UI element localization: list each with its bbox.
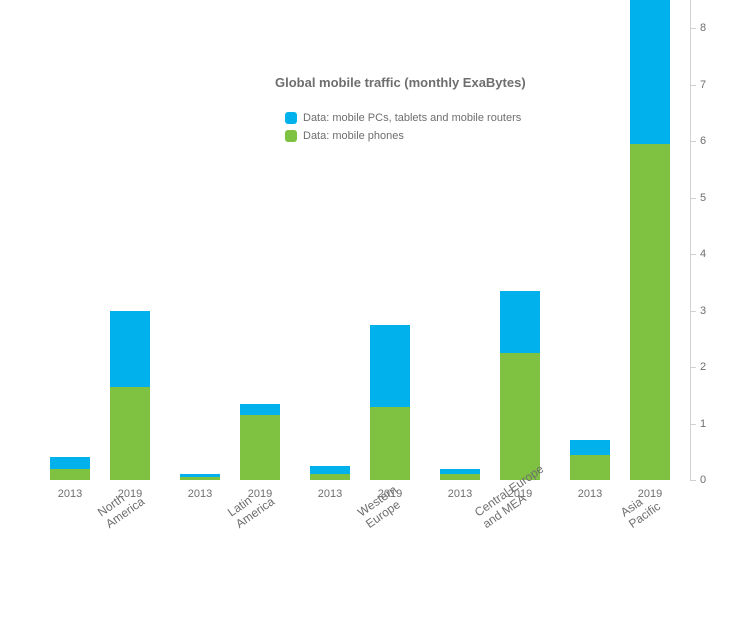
bar-segment-phones: [50, 469, 90, 480]
y-tick: [690, 480, 696, 481]
x-year-label: 2013: [180, 488, 220, 500]
y-tick: [690, 311, 696, 312]
x-year-label: 2013: [50, 488, 90, 500]
bar-segment-pcs-tablets-routers: [570, 440, 610, 454]
y-tick-label: 4: [700, 248, 724, 260]
bar-segment-phones: [370, 407, 410, 480]
bar-segment-phones: [570, 455, 610, 480]
bar-segment-phones: [500, 353, 540, 480]
bar-segment-pcs-tablets-routers: [110, 311, 150, 387]
y-tick-label: 6: [700, 135, 724, 147]
y-tick-label: 8: [700, 22, 724, 34]
y-tick: [690, 198, 696, 199]
bar-segment-phones: [440, 474, 480, 480]
bar-segment-pcs-tablets-routers: [50, 457, 90, 468]
y-tick: [690, 367, 696, 368]
bar-segment-pcs-tablets-routers: [180, 474, 220, 477]
y-tick-label: 7: [700, 79, 724, 91]
legend-label: Data: mobile phones: [303, 130, 404, 142]
bar-segment-pcs-tablets-routers: [310, 466, 350, 474]
chart-container: Global mobile traffic (monthly ExaBytes)…: [0, 0, 729, 620]
legend-item: Data: mobile phones: [285, 130, 404, 142]
chart-title: Global mobile traffic (monthly ExaBytes): [275, 75, 526, 90]
bar-segment-pcs-tablets-routers: [370, 325, 410, 407]
x-year-label: 2013: [440, 488, 480, 500]
legend-swatch: [285, 112, 297, 124]
bar-segment-phones: [180, 477, 220, 480]
legend-item: Data: mobile PCs, tablets and mobile rou…: [285, 112, 521, 124]
y-tick: [690, 85, 696, 86]
y-tick-label: 0: [700, 474, 724, 486]
y-tick: [690, 141, 696, 142]
y-tick-label: 3: [700, 305, 724, 317]
y-axis-line: [690, 0, 691, 480]
legend-swatch: [285, 130, 297, 142]
bar-segment-pcs-tablets-routers: [500, 291, 540, 353]
bar-segment-phones: [630, 144, 670, 480]
legend-label: Data: mobile PCs, tablets and mobile rou…: [303, 112, 521, 124]
x-year-label: 2013: [310, 488, 350, 500]
bar-segment-pcs-tablets-routers: [630, 0, 670, 144]
bar-segment-phones: [110, 387, 150, 480]
y-tick: [690, 424, 696, 425]
y-tick-label: 5: [700, 192, 724, 204]
y-tick: [690, 254, 696, 255]
bar-segment-pcs-tablets-routers: [440, 469, 480, 475]
y-tick-label: 2: [700, 361, 724, 373]
y-tick-label: 1: [700, 418, 724, 430]
bar-segment-pcs-tablets-routers: [240, 404, 280, 415]
bar-segment-phones: [310, 474, 350, 480]
y-tick: [690, 28, 696, 29]
bar-segment-phones: [240, 415, 280, 480]
x-year-label: 2013: [570, 488, 610, 500]
plot-area: [20, 0, 690, 480]
